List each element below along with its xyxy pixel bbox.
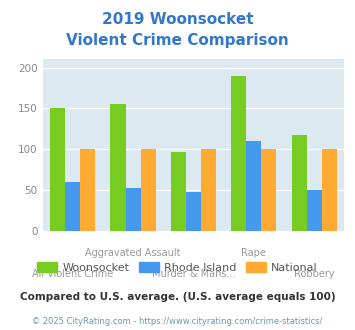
- Text: © 2025 CityRating.com - https://www.cityrating.com/crime-statistics/: © 2025 CityRating.com - https://www.city…: [32, 317, 323, 326]
- Bar: [126, 188, 141, 231]
- Bar: [307, 190, 322, 231]
- Bar: [231, 76, 246, 231]
- Bar: [110, 104, 126, 231]
- Text: Aggravated Assault: Aggravated Assault: [85, 248, 181, 258]
- Text: Robbery: Robbery: [294, 269, 334, 279]
- Bar: [141, 149, 156, 231]
- Bar: [65, 182, 80, 231]
- Bar: [80, 149, 95, 231]
- Bar: [322, 149, 337, 231]
- Bar: [171, 152, 186, 231]
- Text: All Violent Crime: All Violent Crime: [32, 269, 113, 279]
- Bar: [261, 149, 277, 231]
- Text: Violent Crime Comparison: Violent Crime Comparison: [66, 33, 289, 48]
- Bar: [50, 109, 65, 231]
- Bar: [186, 192, 201, 231]
- Bar: [201, 149, 216, 231]
- Legend: Woonsocket, Rhode Island, National: Woonsocket, Rhode Island, National: [33, 258, 322, 278]
- Text: 2019 Woonsocket: 2019 Woonsocket: [102, 12, 253, 26]
- Text: Murder & Mans...: Murder & Mans...: [152, 269, 235, 279]
- Bar: [246, 141, 261, 231]
- Bar: [291, 135, 307, 231]
- Text: Compared to U.S. average. (U.S. average equals 100): Compared to U.S. average. (U.S. average …: [20, 292, 335, 302]
- Text: Rape: Rape: [241, 248, 266, 258]
